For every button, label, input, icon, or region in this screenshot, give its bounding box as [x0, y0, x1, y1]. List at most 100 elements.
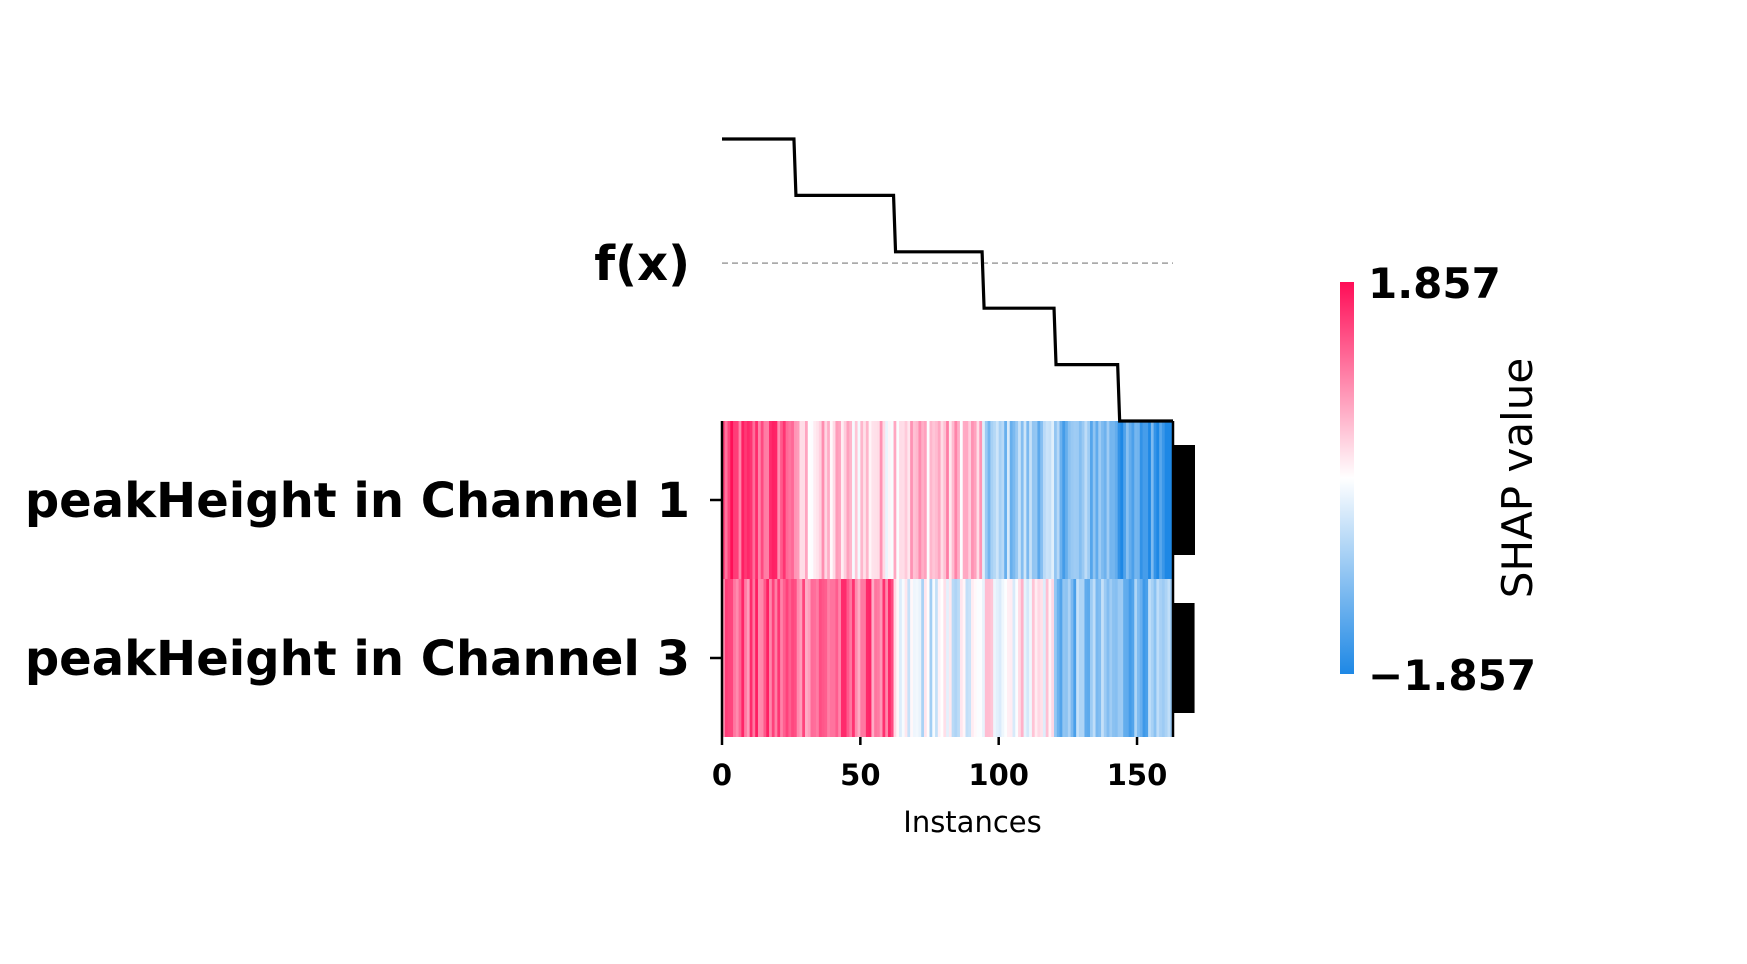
- heatmap-cell: [890, 421, 895, 579]
- heatmap-cell: [818, 421, 823, 579]
- heatmap-cell: [788, 579, 792, 737]
- heatmap-cell: [1095, 579, 1099, 737]
- heatmap-cell: [1131, 421, 1135, 579]
- heatmap-cell: [1101, 421, 1105, 579]
- heatmap-cell: [1137, 579, 1141, 737]
- heatmap-cell: [896, 579, 900, 737]
- heatmap-cell: [863, 579, 867, 737]
- heatmap-cell: [990, 421, 994, 579]
- heatmap-cell: [735, 579, 740, 737]
- heatmap-cell: [921, 579, 925, 737]
- heatmap-cell: [1020, 579, 1025, 737]
- heatmap-cell: [1076, 421, 1080, 579]
- heatmap-cell: [888, 421, 892, 579]
- heatmap-cell: [805, 579, 809, 737]
- heatmap-cell: [1098, 421, 1102, 579]
- heatmap-cell: [984, 421, 989, 579]
- heatmap-cell: [1139, 579, 1144, 737]
- heatmap-cell: [874, 579, 878, 737]
- heatmap-cell: [912, 421, 917, 579]
- heatmap-cell: [849, 421, 853, 579]
- heatmap-cell: [771, 579, 776, 737]
- x-tick-label: 50: [840, 758, 880, 792]
- heatmap-cell: [1112, 579, 1116, 737]
- heatmap-cell: [1042, 421, 1047, 579]
- heatmap-cell: [824, 579, 828, 737]
- heatmap-cell: [899, 421, 903, 579]
- heatmap-cell: [1114, 579, 1119, 737]
- heatmap-cell: [771, 421, 776, 579]
- heatmap-cell: [1095, 421, 1099, 579]
- heatmap-cell: [1150, 579, 1155, 737]
- heatmap-cell: [1062, 579, 1066, 737]
- heatmap-cell: [976, 421, 980, 579]
- heatmap-cell: [1148, 579, 1152, 737]
- heatmap-cell: [757, 579, 762, 737]
- heatmap-cell: [749, 579, 754, 737]
- heatmap-cell: [796, 579, 801, 737]
- heatmap-cell: [1020, 421, 1025, 579]
- heatmap-cell: [821, 421, 825, 579]
- heatmap-cell: [1150, 421, 1155, 579]
- heatmap-cell: [912, 579, 917, 737]
- heatmap-cell: [824, 421, 828, 579]
- heatmap-cell: [918, 421, 922, 579]
- colorbar-max-label: 1.857: [1368, 259, 1501, 308]
- x-tick-label: 0: [712, 758, 732, 792]
- heatmap-cell: [821, 579, 825, 737]
- heatmap-cell: [780, 421, 784, 579]
- heatmap-cell: [1125, 579, 1130, 737]
- heatmap-cell: [727, 421, 731, 579]
- heatmap-cell: [1018, 579, 1022, 737]
- heatmap-cell: [1145, 579, 1149, 737]
- heatmap-cell: [807, 421, 812, 579]
- heatmap-cell: [724, 579, 729, 737]
- heatmap-cell: [1040, 579, 1044, 737]
- heatmap-cell: [998, 421, 1003, 579]
- heatmap-cell: [1167, 579, 1171, 737]
- heatmap-cell: [901, 579, 906, 737]
- x-axis-label: Instances: [903, 805, 1041, 839]
- heatmap-cell: [1153, 579, 1157, 737]
- heatmap-cell: [827, 421, 831, 579]
- heatmap-cell: [1159, 579, 1163, 737]
- heatmap-cell: [1029, 579, 1033, 737]
- heatmap-cell: [1161, 421, 1166, 579]
- heatmap-cell: [1067, 421, 1072, 579]
- heatmap-cell: [840, 579, 845, 737]
- heatmap-cell: [722, 579, 726, 737]
- heatmap-cell: [876, 421, 881, 579]
- heatmap-cell: [805, 421, 809, 579]
- heatmap-cell: [840, 421, 845, 579]
- heatmap-cell: [995, 579, 1000, 737]
- heatmap-cell: [888, 579, 892, 737]
- heatmap-cell: [835, 579, 839, 737]
- heatmap-cell: [1092, 421, 1097, 579]
- heatmap-cell: [757, 421, 762, 579]
- heatmap-cell: [1164, 421, 1169, 579]
- heatmap-cell: [979, 579, 983, 737]
- heatmap-cell: [1101, 579, 1105, 737]
- heatmap-cell: [1142, 579, 1146, 737]
- heatmap-cell: [951, 579, 956, 737]
- heatmap-cell: [962, 421, 967, 579]
- fx-label: f(x): [594, 236, 690, 292]
- heatmap-cell: [1070, 579, 1074, 737]
- heatmap-cell: [774, 421, 778, 579]
- heatmap-cell: [962, 579, 967, 737]
- feature-labels: peakHeight in Channel 1 peakHeight in Cha…: [25, 473, 722, 687]
- heatmap-cell: [791, 421, 795, 579]
- heatmap-cell: [793, 421, 798, 579]
- heatmap-cell: [1125, 421, 1130, 579]
- heatmap-cell: [796, 421, 801, 579]
- heatmap-cell: [1059, 421, 1063, 579]
- heatmap-cell: [763, 421, 767, 579]
- heatmap-cell: [752, 421, 756, 579]
- heatmap-cells: [722, 421, 1174, 737]
- heatmap-cell: [752, 579, 756, 737]
- heatmap-cell: [1062, 421, 1066, 579]
- heatmap-cell: [1103, 579, 1108, 737]
- heatmap-cell: [946, 421, 950, 579]
- x-axis-ticks: 0 50 100 150: [712, 737, 1167, 792]
